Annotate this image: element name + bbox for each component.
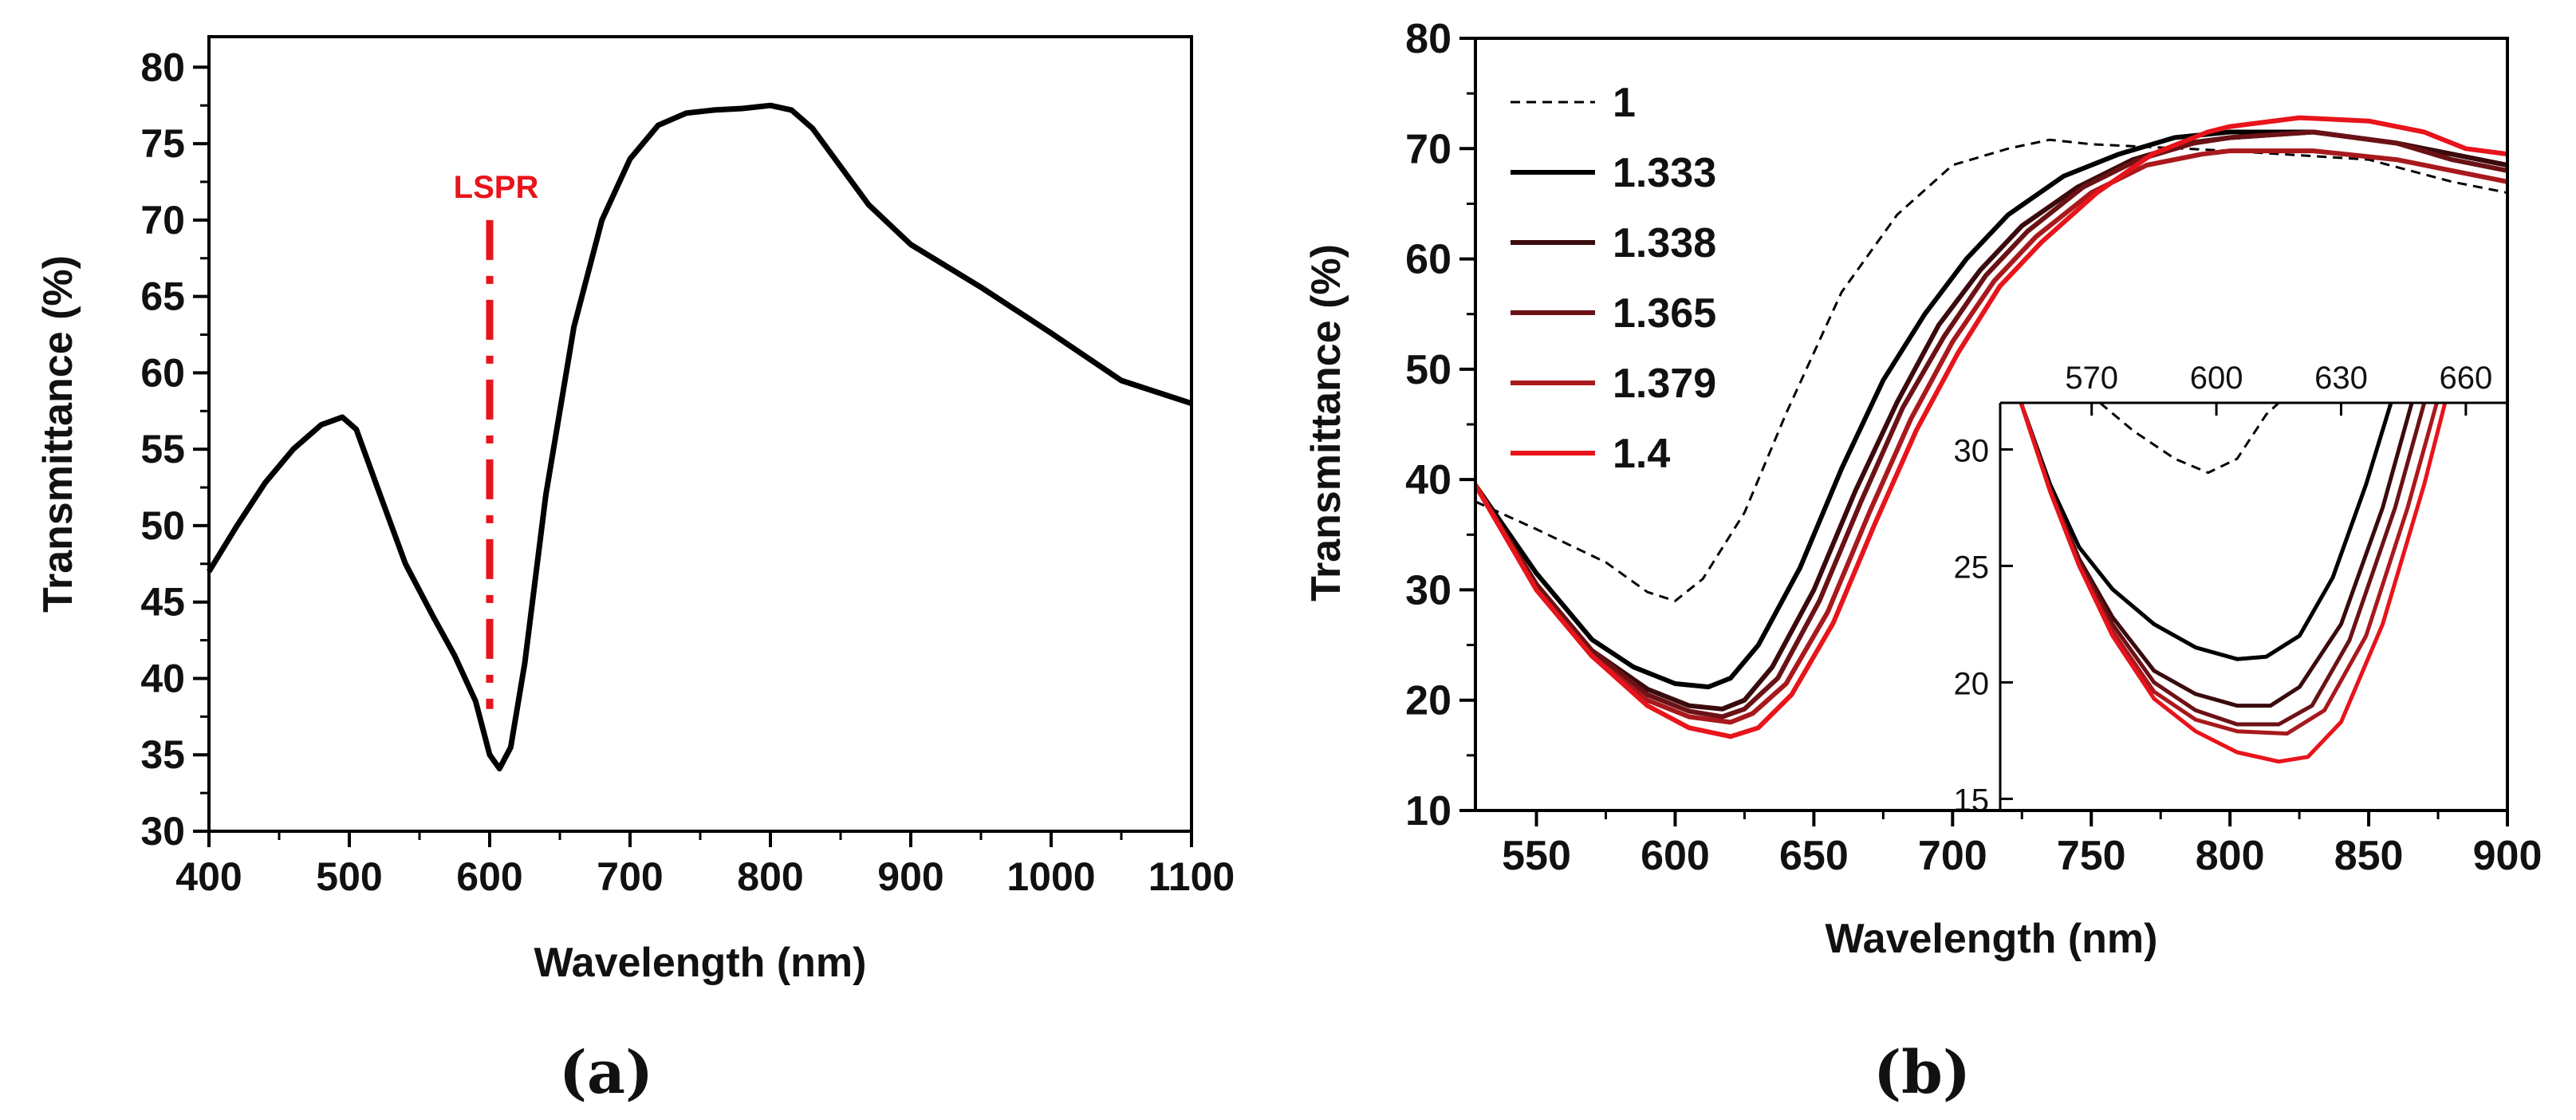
chart-a-xtick-label: 900: [877, 854, 943, 899]
inset-series-line: [2019, 403, 2448, 764]
chart-a-ylabel: Transmittance (%): [35, 255, 81, 613]
chart-a-ytick-label: 60: [140, 350, 185, 395]
lspr-label: LSPR: [454, 170, 539, 205]
inset-xtick-label: 570: [2065, 361, 2118, 396]
inset-xtick-label: 660: [2439, 361, 2492, 396]
legend-label: 1.379: [1613, 361, 1716, 407]
chart-a-ytick-label: 80: [140, 45, 185, 89]
inset-ytick-label: 25: [1954, 550, 1990, 585]
chart-b-xtick-label: 900: [2473, 833, 2543, 879]
chart-b-xtick-label: 800: [2196, 833, 2265, 879]
chart-b-ytick-label: 40: [1405, 457, 1451, 503]
chart-a-ytick-label: 70: [140, 198, 185, 243]
chart-b-ylabel: Transmittance (%): [1303, 244, 1349, 601]
inset-series-line: [2019, 403, 2393, 661]
chart-b-series-line: [1475, 138, 2507, 602]
inset-xtick-label: 600: [2190, 361, 2243, 396]
chart-a-ytick-label: 55: [140, 427, 185, 471]
chart-b-xtick-label: 650: [1779, 833, 1849, 879]
chart-a-ytick-label: 35: [140, 732, 185, 777]
inset-series-line: [2099, 403, 2280, 475]
chart-b-xtick-label: 750: [2057, 833, 2126, 879]
inset-ytick-label: 15: [1954, 783, 1990, 818]
inset-xtick-label: 630: [2314, 361, 2368, 396]
chart-a-series-line: [207, 102, 1193, 771]
chart-b-ytick-label: 50: [1405, 347, 1451, 393]
chart-b-xtick-label: 600: [1641, 833, 1710, 879]
chart-b-ytick-label: 20: [1405, 678, 1451, 724]
chart-a-ytick-label: 50: [140, 503, 185, 548]
chart-a-xtick-label: 500: [316, 854, 382, 899]
chart-a-xtick-label: 1100: [1148, 854, 1235, 899]
chart-a-ytick-label: 75: [140, 121, 185, 166]
inset-background: [2000, 403, 2507, 810]
chart-a-xtick-label: 700: [597, 854, 663, 899]
legend-label: 1.365: [1613, 290, 1716, 337]
inset-ytick-label: 30: [1954, 433, 1990, 468]
chart-b: 10 20 30 40 50 60 70 80 550 600 650 700 750 800 850 90…: [1303, 16, 2542, 1107]
chart-a-xtick-label: 800: [737, 854, 803, 899]
chart-a-xtick-label: 400: [175, 854, 242, 899]
chart-b-ytick-label: 60: [1405, 237, 1451, 283]
chart-b-ytick-label: 80: [1405, 16, 1451, 62]
chart-b-xtick-label: 550: [1502, 833, 1571, 879]
legend-label: 1.4: [1613, 431, 1670, 477]
chart-b-xtick-label: 700: [1918, 833, 1987, 879]
legend-label: 1.333: [1613, 150, 1716, 196]
inset-ytick-label: 20: [1954, 666, 1990, 701]
chart-b-frame: [1474, 37, 2509, 812]
chart-a-xtick-label: 600: [456, 854, 522, 899]
chart-a-panel-label: (a): [559, 1039, 653, 1107]
chart-b-series-line: [1475, 129, 2507, 690]
chart-b-series-line: [1475, 129, 2507, 720]
chart-b-xtick-label: 850: [2334, 833, 2404, 879]
chart-a-ytick-label: 45: [140, 580, 185, 625]
chart-a-xlabel: Wavelength (nm): [534, 940, 867, 986]
chart-b-panel-label: (b): [1873, 1039, 1971, 1107]
chart-b-ytick-label: 30: [1405, 567, 1451, 613]
chart-b-ytick-label: 10: [1405, 788, 1451, 834]
chart-b-series-line: [1475, 148, 2507, 725]
legend-label: 1.338: [1613, 220, 1716, 266]
chart-a-ytick-label: 30: [140, 809, 185, 854]
legend-label: 1: [1613, 80, 1636, 126]
inset-chart: 15 20 25 30 570 600 630 660: [1954, 361, 2507, 818]
chart-b-series-line: [1475, 115, 2507, 739]
chart-b-xlabel: Wavelength (nm): [1826, 916, 2158, 962]
chart-a-ytick-label: 65: [140, 274, 185, 319]
chart-a: 30 35 40 45 50 55 60 65 70 75 80 400 500 600 700 800 90…: [35, 35, 1235, 1107]
chart-b-legend: 1 1.333 1.338 1.365 1.379 1.4: [1511, 80, 1716, 477]
chart-a-ytick-label: 40: [140, 656, 185, 700]
chart-a-xtick-label: 1000: [1006, 854, 1095, 899]
chart-b-ytick-label: 70: [1405, 126, 1451, 172]
